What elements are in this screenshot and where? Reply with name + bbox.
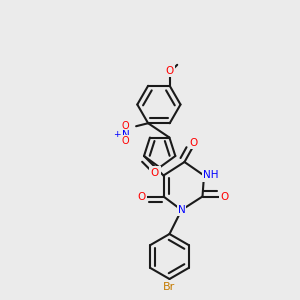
Text: O: O <box>166 65 174 76</box>
Text: N: N <box>122 130 130 140</box>
Text: H: H <box>152 167 160 177</box>
Text: N: N <box>178 205 185 215</box>
Text: O: O <box>122 121 129 131</box>
Text: O: O <box>122 136 129 146</box>
Text: O: O <box>150 168 158 178</box>
Text: Br: Br <box>164 281 175 292</box>
Text: NH: NH <box>203 170 218 181</box>
Text: O: O <box>137 191 146 202</box>
Text: O: O <box>220 191 229 202</box>
Text: O: O <box>189 138 198 148</box>
Text: +: + <box>113 130 121 139</box>
